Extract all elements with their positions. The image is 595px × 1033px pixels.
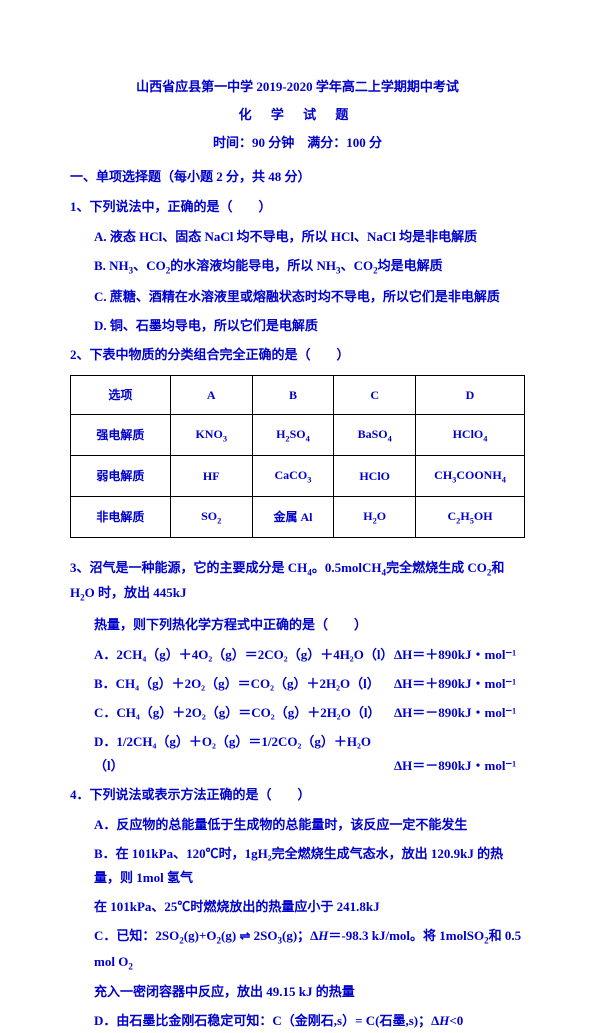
cell: C2H5OH <box>416 496 525 537</box>
q3-optB: B．CH₄（g）＋2O₂（g）＝CO₂（g）＋2H₂O（l）ΔH＝＋890kJ・… <box>70 672 525 696</box>
exam-title: 山西省应县第一中学 2019-2020 学年高二上学期期中考试 <box>70 75 525 99</box>
q4-stem: 4．下列说法或表示方法正确的是（ ） <box>70 783 525 807</box>
q3-optA: A．2CH₄（g）＋4O₂（g）＝2CO₂（g）＋4H₂O（l）ΔH＝＋890k… <box>70 643 525 667</box>
cell: HClO <box>334 455 416 496</box>
cell: CH3COONH4 <box>416 455 525 496</box>
q3-optD: D．1/2CH₄（g）＋O₂（g）＝1/2CO₂（g）＋H₂O（l）ΔH＝－89… <box>70 730 525 778</box>
cell: KNO3 <box>170 415 252 456</box>
q4-optC-l1: C．已知：2SO2(g)+O2(g) ⇌ 2SO3(g)；ΔH＝-98.3 kJ… <box>70 924 525 975</box>
cell: H2O <box>334 496 416 537</box>
cell: 非电解质 <box>71 496 171 537</box>
cell: BaSO4 <box>334 415 416 456</box>
section-heading: 一、单项选择题（每小题 2 分，共 48 分） <box>70 165 525 189</box>
cell: 弱电解质 <box>71 455 171 496</box>
q4-optC-l2: 充入一密闭容器中反应，放出 49.15 kJ 的热量 <box>70 980 525 1004</box>
q2-stem: 2、下表中物质的分类组合完全正确的是（ ） <box>70 343 525 367</box>
q3-stem-l2: 热量，则下列热化学方程式中正确的是（ ） <box>70 613 525 637</box>
q4-optB-l1: B．在 101kPa、120℃时，1gH₂完全燃烧生成气态水，放出 120.9k… <box>70 842 525 890</box>
q4-optB-l2: 在 101kPa、25℃时燃烧放出的热量应小于 241.8kJ <box>70 895 525 919</box>
table-row: 选项 A B C D <box>71 375 525 414</box>
cell: C <box>334 375 416 414</box>
q1-optB: B. NH3、CO2的水溶液均能导电，所以 NH3、CO2均是电解质 <box>70 254 525 279</box>
q1-optC: C. 蔗糖、酒精在水溶液里或熔融状态时均不导电，所以它们是非电解质 <box>70 285 525 309</box>
q3-stem-l1: 3、沼气是一种能源，它的主要成分是 CH4。0.5molCH4完全燃烧生成 CO… <box>70 556 525 607</box>
table-row: 非电解质 SO2 金属 Al H2O C2H5OH <box>71 496 525 537</box>
q4-optD: D．由石墨比金刚石稳定可知：C（金刚石,s）= C(石墨,s)；ΔH<0 <box>70 1009 525 1033</box>
cell: CaCO3 <box>252 455 334 496</box>
table-row: 强电解质 KNO3 H2SO4 BaSO4 HClO4 <box>71 415 525 456</box>
cell: D <box>416 375 525 414</box>
cell: 强电解质 <box>71 415 171 456</box>
table-row: 弱电解质 HF CaCO3 HClO CH3COONH4 <box>71 455 525 496</box>
q1-optD: D. 铜、石墨均导电，所以它们是电解质 <box>70 314 525 338</box>
cell: SO2 <box>170 496 252 537</box>
q4-optA: A．反应物的总能量低于生成物的总能量时，该反应一定不能发生 <box>70 813 525 837</box>
q1-optA: A. 液态 HCl、固态 NaCl 均不导电，所以 HCl、NaCl 均是非电解… <box>70 225 525 249</box>
exam-subject: 化 学 试 题 <box>70 103 525 127</box>
cell: 选项 <box>71 375 171 414</box>
cell: HF <box>170 455 252 496</box>
cell: B <box>252 375 334 414</box>
cell: A <box>170 375 252 414</box>
equilibrium-arrow-icon: ⇌ <box>239 928 250 943</box>
q2-table: 选项 A B C D 强电解质 KNO3 H2SO4 BaSO4 HClO4 弱… <box>70 375 525 538</box>
cell: HClO4 <box>416 415 525 456</box>
q3-optC: C．CH₄（g）＋2O₂（g）＝CO₂（g）＋2H₂O（l）ΔH＝－890kJ・… <box>70 701 525 725</box>
q1-stem: 1、下列说法中，正确的是（ ） <box>70 195 525 219</box>
cell: H2SO4 <box>252 415 334 456</box>
exam-time: 时间：90 分钟 满分：100 分 <box>70 131 525 155</box>
cell: 金属 Al <box>252 496 334 537</box>
